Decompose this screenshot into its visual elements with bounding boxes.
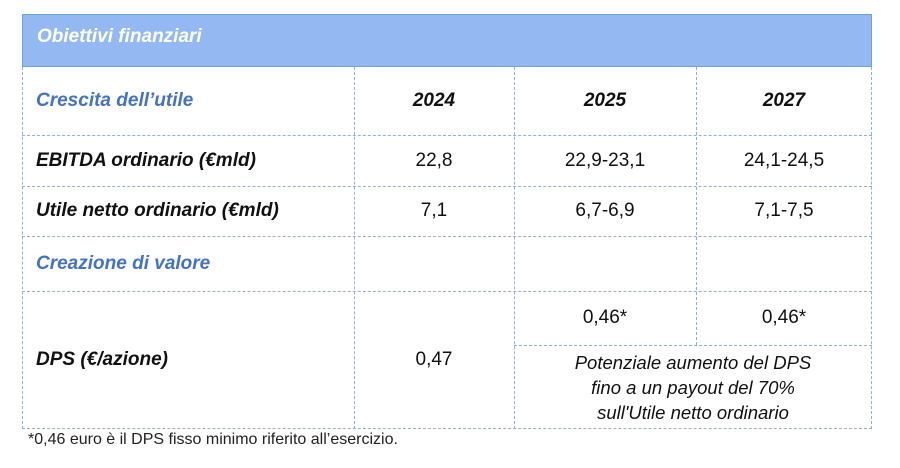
section-value-label: Creazione di valore (36, 252, 211, 274)
year-header-2025: 2025 (583, 90, 627, 111)
row-label-net-income: Utile netto ordinario (€mld) (36, 200, 279, 221)
year-header-2027: 2027 (762, 90, 806, 111)
dps-note-line-2: fino a un payout del 70% (591, 376, 795, 398)
net-income-2025: 6,7-6,9 (575, 200, 635, 221)
grid-line (22, 135, 872, 136)
grid-line (22, 186, 872, 187)
dps-increase-note: Potenziale aumento del DPS fino a un pay… (514, 345, 872, 429)
dps-2027: 0,46* (761, 307, 807, 328)
row-label-dps: DPS (€/azione) (36, 349, 168, 370)
grid-line (354, 67, 355, 429)
net-income-2024: 7,1 (420, 200, 448, 221)
grid-line (22, 67, 23, 429)
grid-line (514, 345, 872, 346)
ebitda-2025: 22,9-23,1 (564, 149, 646, 171)
row-label-ebitda: EBITDA ordinario (€mld) (36, 149, 256, 171)
ebitda-2027: 24,1-24,5 (743, 149, 825, 171)
dps-2025: 0,46* (582, 307, 628, 328)
ebitda-2024: 22,8 (415, 149, 453, 171)
grid-line (696, 67, 697, 345)
dps-2024: 0,47 (415, 349, 453, 370)
grid-line (22, 236, 872, 237)
grid-line (22, 291, 872, 292)
grid-line (871, 67, 872, 429)
table-title: Obiettivi finanziari (37, 26, 202, 47)
dps-note-line-1: Potenziale aumento del DPS (574, 351, 812, 373)
dps-note-line-3: sull'Utile netto ordinario (597, 401, 789, 423)
net-income-2027: 7,1-7,5 (754, 200, 814, 221)
section-growth-label: Crescita dell’utile (36, 90, 194, 111)
year-header-2024: 2024 (412, 90, 456, 111)
footnote: *0,46 euro è il DPS fisso minimo riferit… (28, 431, 398, 448)
table-title-bar: Obiettivi finanziari (22, 14, 872, 67)
grid-line (514, 67, 515, 429)
financial-targets-table: Obiettivi finanziari Crescita dell’utile… (22, 14, 872, 429)
grid-line (22, 428, 872, 429)
